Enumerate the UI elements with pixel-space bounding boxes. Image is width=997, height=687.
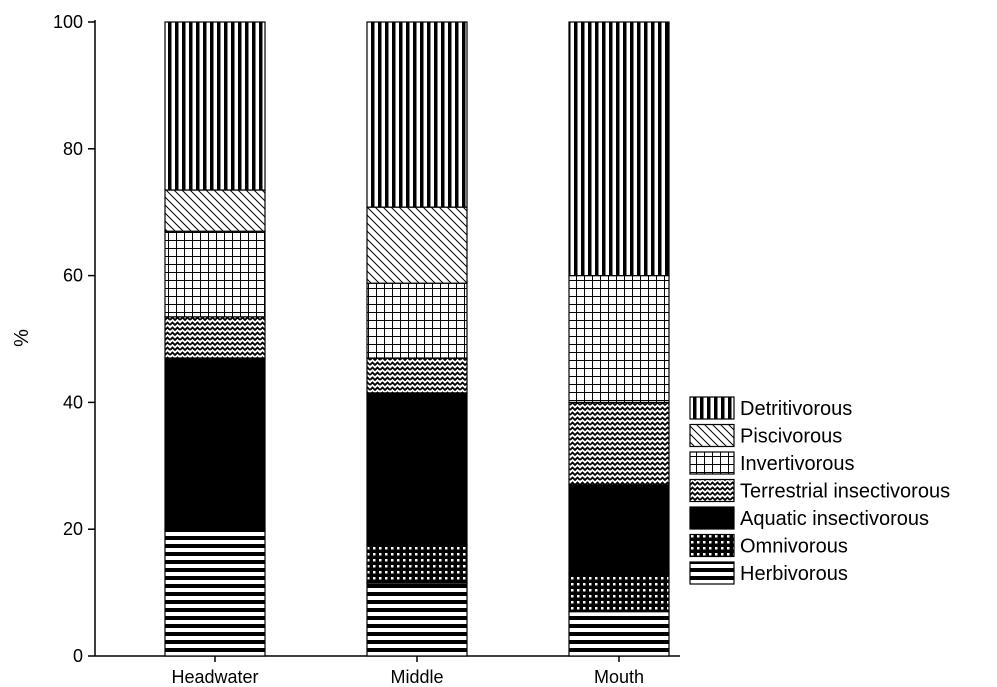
legend-label: Terrestrial insectivorous [740,481,950,503]
bar-segment-herbivorous [568,611,670,657]
bar-segment-aquatic-insectivorous [568,484,670,575]
legend-swatch [689,396,735,420]
legend-label: Piscivorous [740,426,842,448]
bar-stack-mouth [568,21,670,657]
legend-label: Aquatic insectivorous [740,508,929,530]
legend-label: Omnivorous [740,536,848,558]
y-tick-label: 40 [63,392,83,412]
legend-swatch [689,423,735,448]
bar-segment-invertivorous [568,275,670,404]
bar-stack-middle [366,21,468,657]
bar-segment-aquatic-insectivorous [164,357,266,530]
bars [164,21,670,657]
legend-item-terrestrial-insectivorous: Terrestrial insectivorous [689,478,950,503]
legend-swatch [689,506,735,530]
x-tick-labels: Headwater Middle Mouth [171,656,644,687]
legend-swatch [689,451,735,475]
bar-stack-headwater [164,21,266,657]
legend-item-herbivorous: Herbivorous [689,561,848,585]
bar-segment-invertivorous [164,230,266,318]
y-tick-label: 60 [63,266,83,286]
legend: Detritivorous Piscivorous Invertivorous Ter… [689,396,950,585]
x-tick-label: Mouth [594,667,644,687]
bar-segment-aquatic-insectivorous [366,392,468,546]
bar-segment-terrestrial-insectivorous [366,357,468,394]
bar-segment-piscivorous [164,189,266,232]
bar-segment-herbivorous [164,528,266,657]
legend-label: Detritivorous [740,398,852,420]
legend-item-invertivorous: Invertivorous [689,451,855,475]
y-ticks: 0 20 40 60 80 100 [53,12,95,666]
legend-item-detritivorous: Detritivorous [689,396,852,420]
legend-label: Herbivorous [740,563,848,585]
bar-segment-terrestrial-insectivorous [568,401,670,486]
y-tick-label: 100 [53,12,83,32]
x-tick-label: Middle [390,667,443,687]
legend-item-omnivorous: Omnivorous [689,533,848,558]
legend-swatch [689,533,735,558]
y-tick-label: 0 [73,646,83,666]
y-tick-label: 80 [63,139,83,159]
legend-item-aquatic-insectivorous: Aquatic insectivorous [689,506,929,530]
legend-label: Invertivorous [740,453,855,475]
bar-segment-terrestrial-insectivorous [164,316,266,359]
bar-segment-omnivorous [568,572,670,613]
bar-segment-invertivorous [366,282,468,359]
legend-swatch [689,478,735,503]
bar-segment-detritivorous [568,21,670,277]
x-tick-label: Headwater [171,667,258,687]
y-tick-label: 20 [63,519,83,539]
legend-item-piscivorous: Piscivorous [689,423,842,448]
bar-segment-piscivorous [366,206,468,284]
bar-segment-detritivorous [164,21,266,191]
legend-swatch [689,561,735,585]
bar-segment-herbivorous [366,582,468,657]
bar-segment-omnivorous [366,544,468,584]
y-axis-title: % [11,329,33,347]
bar-segment-detritivorous [366,21,468,208]
